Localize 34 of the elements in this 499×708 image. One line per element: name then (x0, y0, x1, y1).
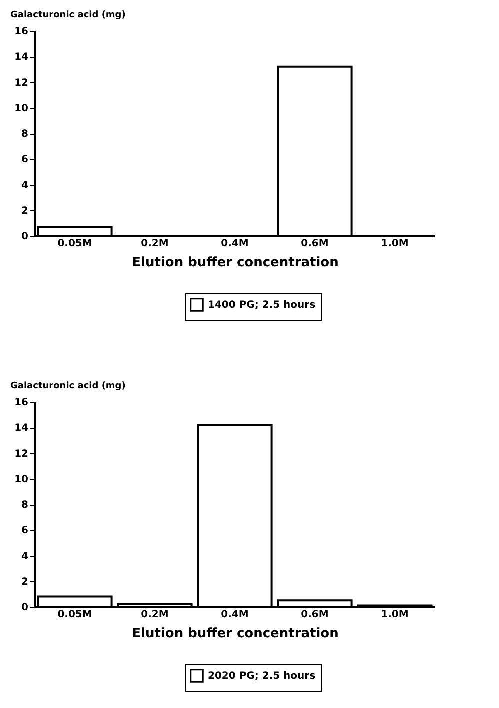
y-tick-label: 6 (22, 526, 29, 537)
x-axis-title: Elution buffer concentration (132, 626, 339, 642)
y-tick-label: 8 (22, 500, 29, 511)
y-tick-label: 0 (22, 232, 29, 242)
y-tick-label: 6 (22, 154, 29, 166)
y-tick-label: 4 (22, 551, 29, 562)
y-tick-label: 2 (22, 206, 29, 217)
y-tick-label: 2 (22, 576, 29, 588)
y-tick-label: 14 (14, 423, 29, 434)
x-tick-label: 1.0M (381, 238, 409, 250)
y-tick-label: 8 (22, 129, 29, 140)
x-tick-label: 0.4M (221, 610, 249, 620)
y-axis-title: Galacturonic acid (mg) (10, 10, 126, 20)
x-tick-label: 0.4M (221, 238, 249, 250)
y-tick-label: 16 (14, 398, 29, 408)
x-tick-label: 0.6M (301, 238, 329, 250)
y-tick-label: 12 (14, 448, 29, 460)
y-tick-label: 16 (14, 26, 29, 38)
y-tick-label: 14 (14, 52, 29, 64)
legend-label: 1400 PG; 2.5 hours (208, 300, 316, 311)
y-axis-title: Galacturonic acid (mg) (10, 382, 126, 392)
y-tick-label: 12 (14, 78, 29, 89)
x-axis-title: Elution buffer concentration (132, 256, 339, 270)
x-tick-label: 0.2M (141, 610, 169, 620)
legend-label: 2020 PG; 2.5 hours (208, 671, 316, 682)
y-tick-label: 0 (22, 602, 29, 614)
y-tick-label: 10 (14, 103, 29, 114)
y-tick-label: 4 (22, 180, 29, 192)
x-tick-label: 0.6M (301, 610, 329, 620)
x-tick-label: 1.0M (381, 610, 409, 620)
x-tick-label: 0.05M (58, 238, 92, 250)
x-tick-label: 0.05M (58, 610, 92, 620)
y-tick-label: 10 (14, 474, 29, 486)
x-tick-label: 0.2M (141, 238, 169, 250)
